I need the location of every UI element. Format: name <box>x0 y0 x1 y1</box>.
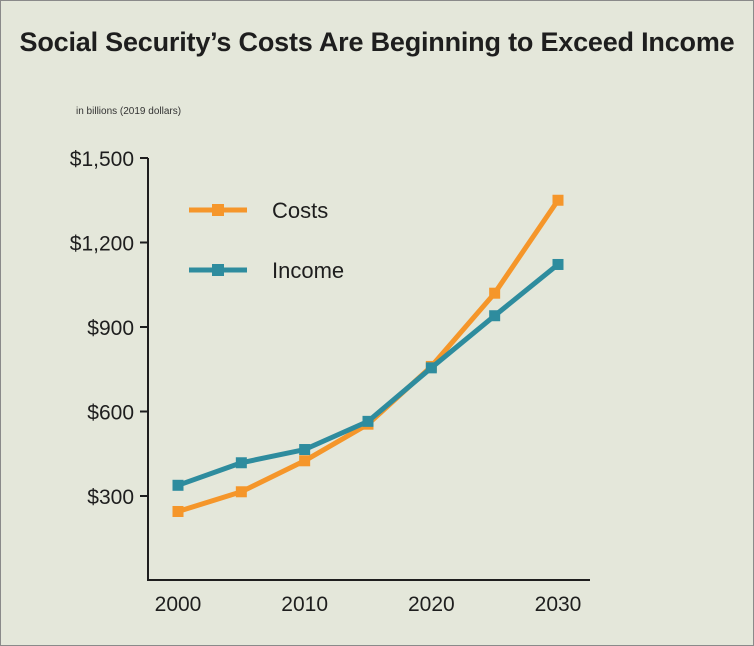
x-tick-label: 2030 <box>535 593 582 616</box>
data-point <box>425 362 437 374</box>
legend-item-income: Income <box>189 258 344 283</box>
data-point <box>172 479 184 491</box>
chart-title: Social Security’s Costs Are Beginning to… <box>19 27 735 57</box>
data-point <box>489 287 501 299</box>
data-point <box>172 505 184 517</box>
legend-label: Costs <box>272 198 328 223</box>
series-income <box>172 258 564 491</box>
data-point <box>235 457 247 469</box>
series-line <box>177 262 560 488</box>
data-point <box>552 258 564 270</box>
x-tick-label: 2020 <box>408 593 455 616</box>
axes <box>147 158 590 581</box>
legend-marker <box>212 204 224 216</box>
x-tick-label: 2010 <box>281 593 328 616</box>
legend: Costs Income <box>189 198 344 283</box>
data-point <box>235 486 247 498</box>
y-tick-label: $600 <box>87 402 134 425</box>
y-tick-label: $1,500 <box>70 148 134 171</box>
ticks: $300 $600 $900 $1,200 $1,500 2000 2010 2020 2030 <box>70 148 582 616</box>
data-point <box>362 415 374 427</box>
y-tick-label: $900 <box>87 317 134 340</box>
legend-label: Income <box>272 258 344 283</box>
unit-note: in billions (2019 dollars) <box>76 106 182 117</box>
legend-item-costs: Costs <box>189 198 328 223</box>
x-tick-label: 2000 <box>155 593 202 616</box>
legend-marker <box>212 264 224 276</box>
data-point <box>552 194 564 206</box>
data-point <box>489 310 501 322</box>
data-point <box>299 444 311 456</box>
y-tick-label: $1,200 <box>70 233 134 256</box>
series-layer <box>172 194 564 517</box>
data-point <box>299 455 311 467</box>
y-tick-label: $300 <box>87 486 134 509</box>
